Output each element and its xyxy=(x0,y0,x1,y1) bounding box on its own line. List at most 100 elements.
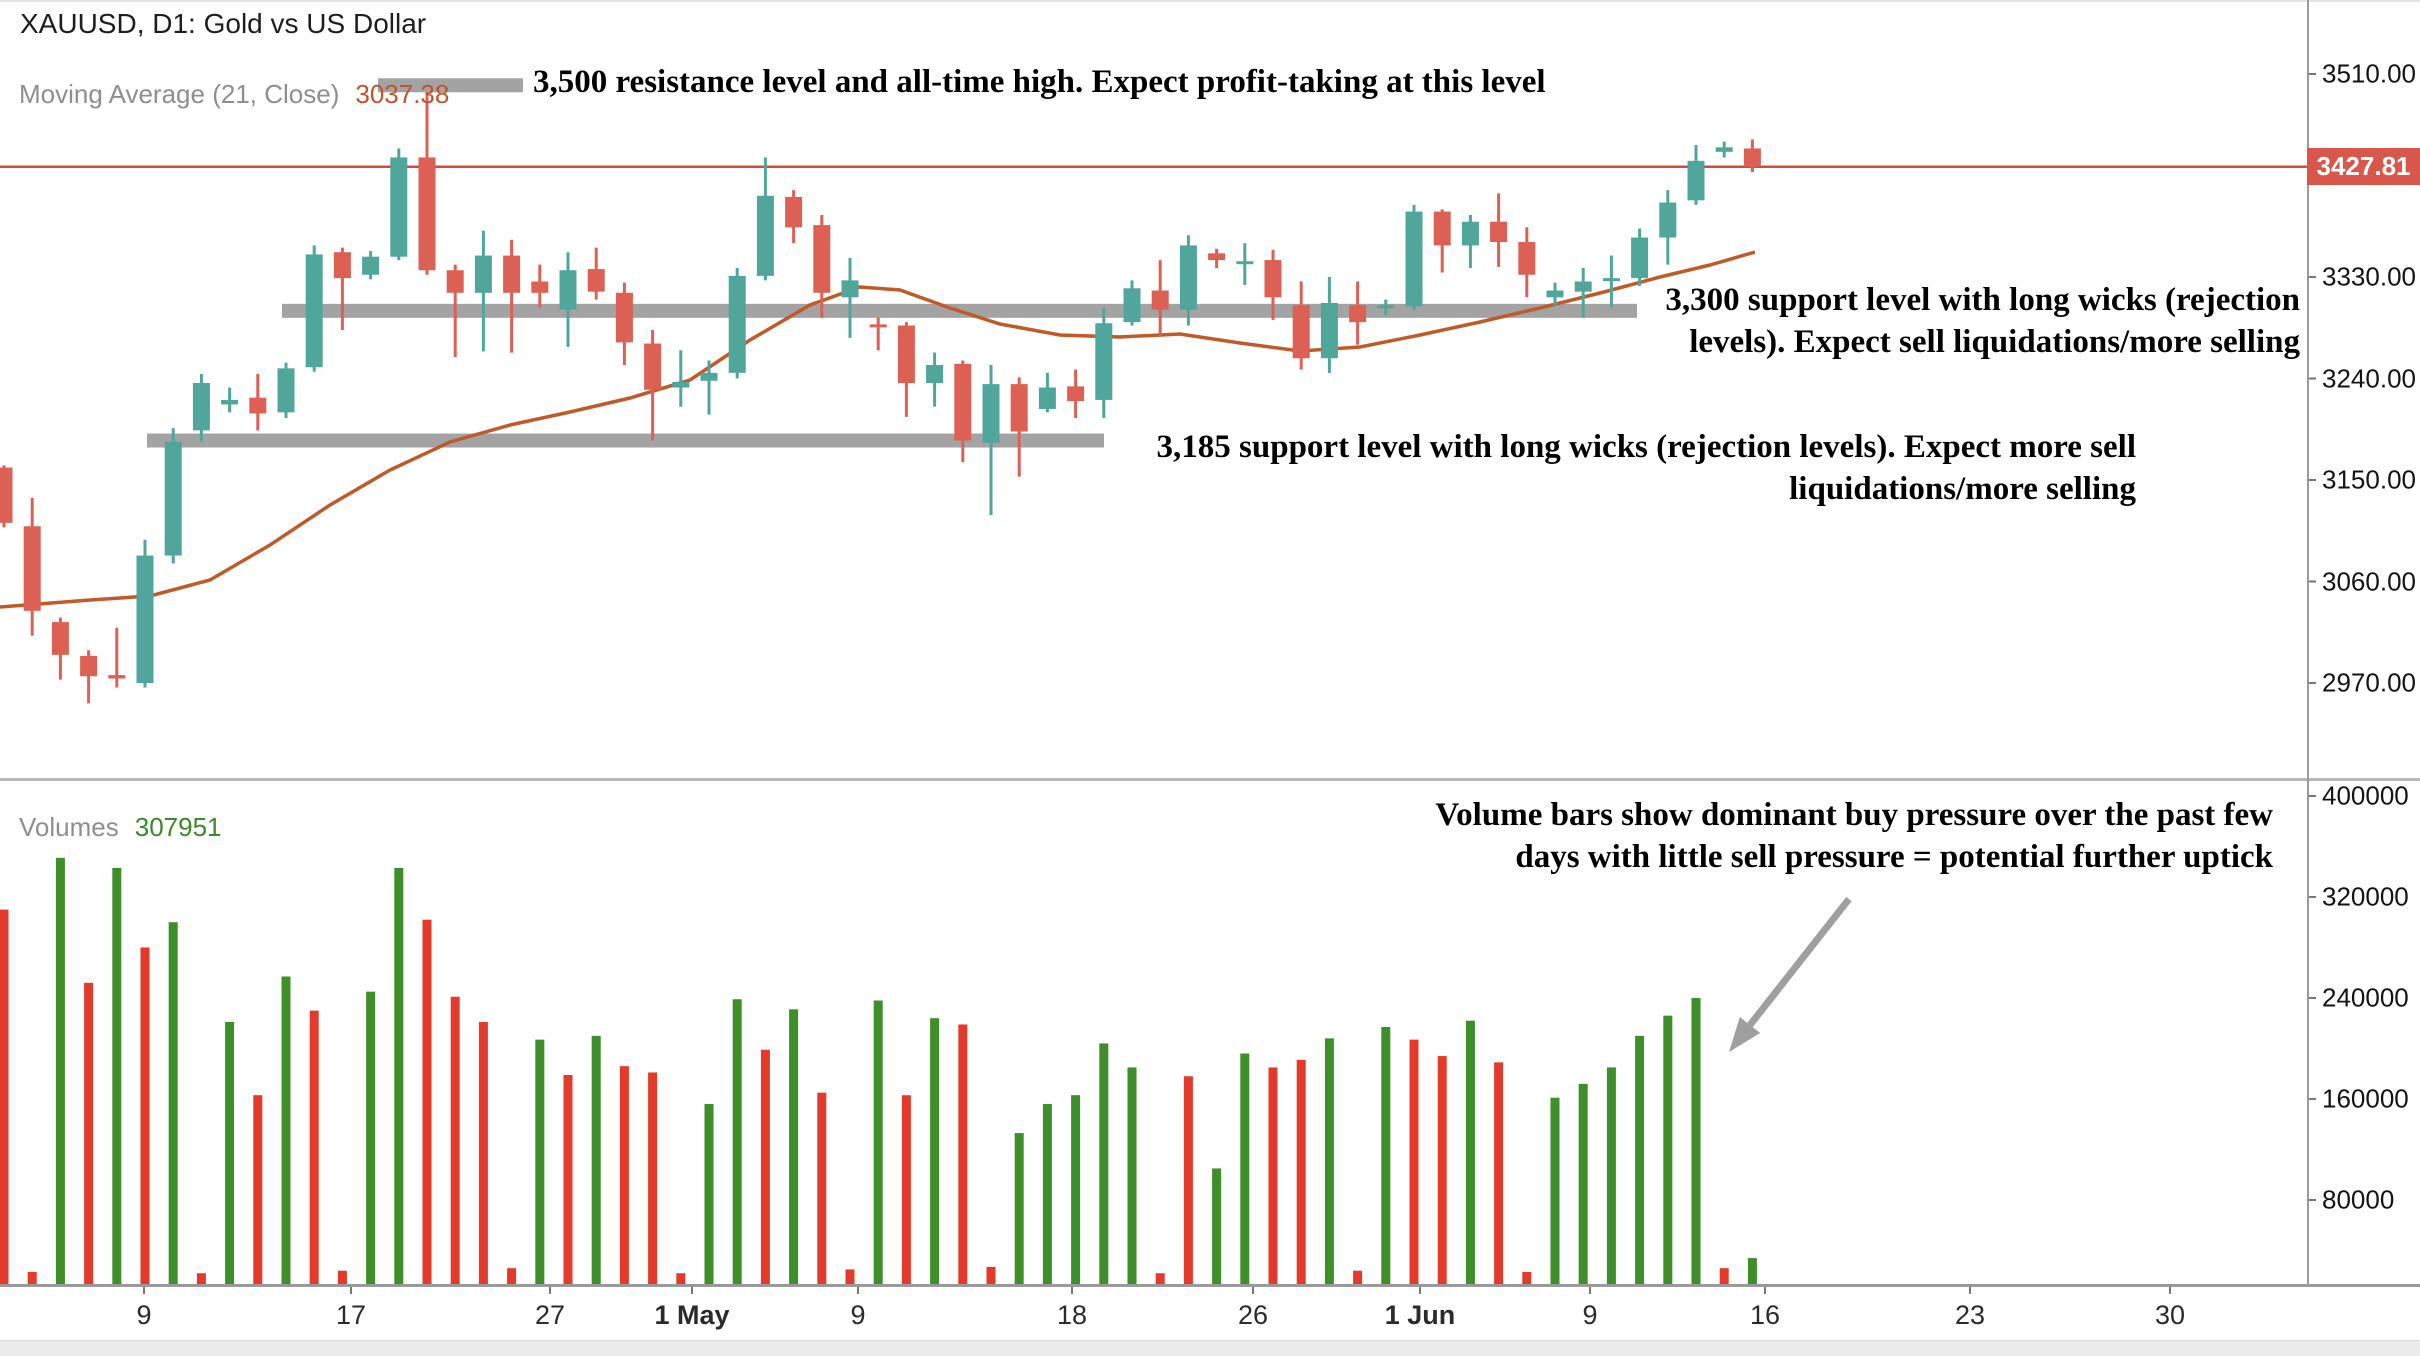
candle-body xyxy=(897,325,915,384)
volume-bar xyxy=(1014,1133,1024,1284)
annotation-3300-line1: 3,300 support level with long wicks (rej… xyxy=(1665,282,2300,318)
time-axis-label: 1 Jun xyxy=(1384,1300,1456,1330)
candle-body xyxy=(503,255,521,293)
volume-bar xyxy=(1071,1095,1081,1284)
candle-body xyxy=(1546,290,1564,298)
candle-body xyxy=(0,467,13,523)
price-axis-label: 3150.00 xyxy=(2322,464,2416,495)
candle-body xyxy=(1715,147,1733,152)
volume-bar xyxy=(1522,1271,1532,1284)
volume-bar xyxy=(817,1092,827,1284)
volume-bar xyxy=(1099,1043,1109,1284)
volume-axis-label: 160000 xyxy=(2322,1083,2409,1114)
candle-body xyxy=(1743,148,1761,167)
last-price-badge: 3427.81 xyxy=(2307,148,2420,185)
volume-bar xyxy=(1409,1039,1419,1284)
annotation-3185-support: 3,185 support level with long wicks (rej… xyxy=(1157,426,2136,510)
candle-body xyxy=(1292,305,1310,359)
volume-bar xyxy=(760,1049,770,1284)
candle-body xyxy=(23,526,41,611)
volume-bar xyxy=(1127,1067,1137,1284)
volume-bar xyxy=(225,1021,235,1284)
candle-body xyxy=(982,384,1000,443)
candle-body xyxy=(531,281,549,293)
window-top-edge xyxy=(0,0,2420,2)
ma-indicator-label: Moving Average (21, Close) xyxy=(19,79,340,109)
volume-bar xyxy=(1353,1270,1363,1284)
pane-separator[interactable] xyxy=(0,778,2420,781)
candle-body xyxy=(390,157,408,257)
candle-body xyxy=(615,292,633,343)
volume-series xyxy=(0,857,1757,1284)
volume-bar xyxy=(1635,1035,1645,1284)
candle-body xyxy=(51,622,69,655)
candle-body xyxy=(841,280,859,298)
volume-bar xyxy=(845,1269,855,1284)
volume-bar xyxy=(563,1074,573,1284)
volume-bar xyxy=(732,999,742,1284)
candle-body xyxy=(1095,323,1113,400)
volume-bar xyxy=(1212,1168,1222,1284)
candle-body xyxy=(1320,302,1338,359)
volume-bar xyxy=(1691,997,1701,1284)
candle-body xyxy=(1405,211,1423,307)
candle-body xyxy=(446,270,464,293)
candle-body xyxy=(587,269,605,292)
volume-bar xyxy=(1663,1015,1673,1284)
candle-body xyxy=(926,364,944,384)
candle-body xyxy=(1602,278,1620,282)
volume-bar xyxy=(422,919,432,1284)
annotation-volume-line1: Volume bars show dominant buy pressure o… xyxy=(1435,797,2273,833)
time-axis-label: 9 xyxy=(850,1300,866,1330)
annotation-arrow xyxy=(1729,896,1852,1052)
volume-bar xyxy=(986,1266,996,1284)
volume-bar xyxy=(84,982,94,1284)
annotation-3500-resistance: 3,500 resistance level and all-time high… xyxy=(533,64,1546,100)
volumes-indicator-label: Volumes xyxy=(19,812,119,842)
candlestick-series xyxy=(0,92,1761,704)
candle-body xyxy=(1574,281,1592,292)
volume-bar xyxy=(55,857,65,1284)
volume-bar xyxy=(873,1000,883,1284)
volume-bar xyxy=(1465,1020,1475,1284)
candle-body xyxy=(1377,305,1395,309)
ma-line xyxy=(0,250,1756,609)
volume-bar xyxy=(366,991,376,1284)
volume-bar xyxy=(1494,1062,1504,1284)
time-axis-label: 1 May xyxy=(654,1300,730,1330)
ma-indicator-value: 3037.38 xyxy=(355,79,450,109)
candle-body xyxy=(700,372,718,381)
volume-bar xyxy=(619,1066,629,1284)
candle-body xyxy=(1631,237,1649,279)
volumes-indicator-legend[interactable]: Volumes 307951 xyxy=(19,812,222,843)
volume-bar xyxy=(27,1271,37,1284)
annotation-volume-line2: days with little sell pressure = potenti… xyxy=(1515,839,2273,875)
time-axis-label: 16 xyxy=(1749,1300,1781,1330)
price-axis-label: 3330.00 xyxy=(2322,261,2416,292)
time-axis-label: 30 xyxy=(2154,1300,2186,1330)
candle-body xyxy=(277,368,295,413)
volume-bar xyxy=(450,996,460,1284)
volume-bar xyxy=(507,1268,517,1284)
volume-bar xyxy=(1240,1053,1250,1284)
volume-bar xyxy=(112,867,122,1284)
volumes-indicator-value: 307951 xyxy=(134,812,222,842)
time-axis-label: 27 xyxy=(534,1300,566,1330)
time-axis-border xyxy=(0,1284,2420,1287)
candle-body xyxy=(1067,386,1085,402)
candle-body xyxy=(136,555,154,684)
candle-body xyxy=(1010,384,1028,432)
ma-indicator-legend[interactable]: Moving Average (21, Close) 3037.38 xyxy=(19,79,449,110)
volume-bar xyxy=(1719,1268,1729,1284)
candle-body xyxy=(1123,288,1141,323)
volume-bar xyxy=(140,947,150,1284)
volume-bar xyxy=(930,1018,940,1284)
candle-body xyxy=(333,252,351,279)
candle-body xyxy=(192,383,210,431)
time-axis-label: 23 xyxy=(1954,1300,1986,1330)
volume-bar xyxy=(168,922,178,1284)
volume-bar xyxy=(0,909,9,1284)
annotation-3185-line2: liquidations/more selling xyxy=(1789,471,2136,507)
